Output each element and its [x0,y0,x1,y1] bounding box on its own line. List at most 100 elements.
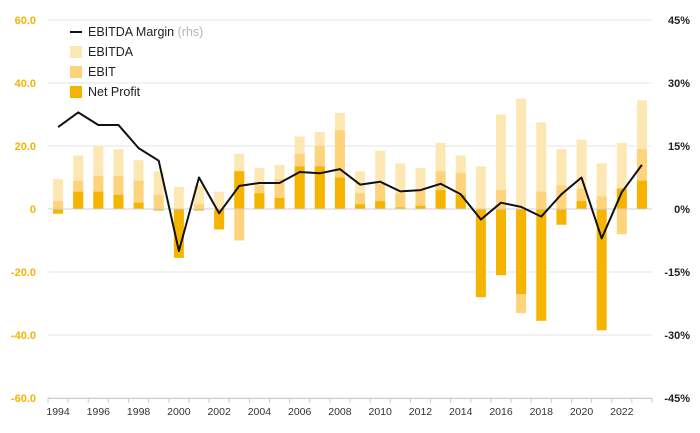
x-tick-label: 2000 [167,406,191,418]
x-tick-label: 2014 [449,406,473,418]
legend-label-ebit: EBIT [88,65,116,79]
legend-label-net-profit: Net Profit [88,85,141,99]
bar-net-profit [475,209,486,298]
y-left-tick-label: 0 [30,204,36,216]
bar-net-profit [234,171,245,209]
bar-ebit [636,149,647,209]
x-tick-label: 2016 [489,406,513,418]
bar-ebit [596,196,607,209]
y-left-tick-label: -40.0 [11,330,36,342]
bar-ebit [113,175,124,209]
y-left-tick-label: 40.0 [15,78,36,90]
bar-ebit [415,190,426,209]
x-tick-label: 1998 [127,406,151,418]
bar-ebit [536,191,547,209]
bar-net-profit [415,205,426,209]
bar-net-profit [53,209,64,214]
bar-ebit [274,179,285,209]
y-right-tick-label: 15% [668,141,690,153]
bar-ebit [455,172,466,209]
bar-ebit [556,185,567,209]
y-right-tick-label: -30% [664,330,690,342]
bar-net-profit [314,166,325,209]
y-right-tick-label: 30% [668,78,690,90]
y-right-tick-label: 45% [668,15,690,27]
bar-net-profit [576,201,587,209]
bar-ebitda [496,114,506,209]
bar-ebitda [576,139,587,209]
bar-net-profit [113,194,124,209]
x-tick-label: 2006 [288,406,312,418]
x-tick-label: 2010 [369,406,393,418]
bar-net-profit [214,209,225,230]
bar-ebit [194,204,204,209]
bar-ebitda [516,98,527,209]
legend-swatch-ebitda [70,46,82,58]
x-tick-label: 2018 [530,406,554,418]
x-tick-label: 2012 [409,406,433,418]
bar-ebit [133,180,144,209]
bar-net-profit [133,202,144,209]
y-left-tick-label: -60.0 [11,393,36,405]
y-right-tick-label: -15% [664,267,690,279]
bar-ebitda [153,171,164,209]
y-left-tick-label: 60.0 [15,15,36,27]
bar-ebitda [536,122,547,209]
x-tick-label: 1994 [46,406,70,418]
bar-net-profit [516,209,527,295]
bar-net-profit [93,191,104,209]
y-right-tick-label: 0% [674,204,690,216]
legend-swatch-net-profit [70,86,82,98]
bar-net-profit [355,204,366,209]
bar-net-profit [496,209,506,276]
x-tick-label: 1996 [87,406,111,418]
bar-ebit [53,201,64,209]
bar-net-profit [294,166,305,209]
bar-net-profit [596,209,607,331]
bar-net-profit [435,190,446,209]
bar-ebitda [173,186,184,209]
line-ebitda-margin [57,111,643,252]
bar-net-profit [73,191,84,209]
bar-ebit [395,193,406,209]
legend-note-rhs: (rhs) [178,25,204,39]
x-tick-label: 2008 [328,406,352,418]
bar-ebitda [596,163,607,209]
bar-net-profit [636,180,647,209]
bar-ebit [576,188,587,209]
bar-net-profit [334,177,345,209]
x-tick-label: 2004 [248,406,272,418]
bar-ebitda [616,142,627,209]
bar-ebit [153,194,164,209]
bar-ebit [616,209,627,235]
bar-net-profit [194,209,204,211]
bar-ebitda [475,166,486,209]
bar-net-profit [274,197,285,209]
bar-ebitda [194,185,204,209]
bar-ebit [496,190,506,209]
y-left-tick-label: -20.0 [11,267,36,279]
bar-net-profit [254,193,265,209]
bar-net-profit [455,194,466,209]
legend-swatch-ebit [70,66,82,78]
bar-ebit [375,183,386,209]
bar-ebitda [355,171,366,209]
bar-ebitda [375,150,386,209]
bar-ebit [234,209,245,241]
legend-label-ebitda: EBITDA [88,45,134,59]
bar-net-profit [556,209,567,225]
bar-ebitda [53,179,64,209]
bar-net-profit [173,209,184,258]
bar-ebitda [214,191,225,209]
bar-ebitda [556,149,567,209]
bar-net-profit [375,201,386,209]
y-right-tick-label: -45% [664,393,690,405]
bar-net-profit [395,207,406,209]
x-tick-label: 2020 [570,406,594,418]
bar-net-profit [616,188,627,209]
y-left-tick-label: 20.0 [15,141,36,153]
x-tick-label: 2022 [610,406,634,418]
bar-ebitda [415,168,426,209]
